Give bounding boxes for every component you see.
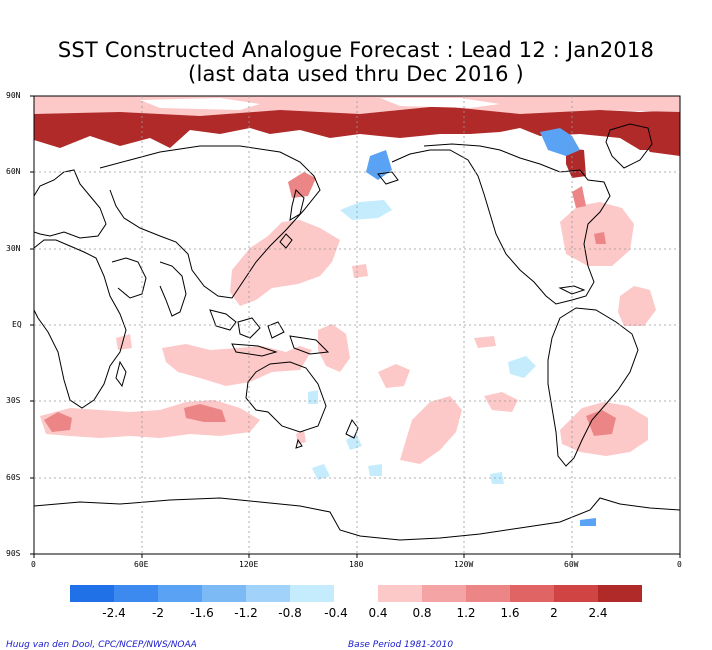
lon-label-120e: 120E — [239, 560, 259, 569]
west-indian-warm-patch — [116, 334, 132, 350]
colorbar-swatch-pos-3 — [510, 585, 554, 602]
polar-neutral-patch — [140, 98, 260, 110]
lat-label-eq: EQ — [12, 320, 22, 329]
colorbar-label-2: 2 — [550, 606, 558, 620]
colorbar-label-neg-0-8: -0.8 — [278, 606, 302, 620]
colorbar-swatch-pos-2 — [466, 585, 510, 602]
south-pacific-warm-patch — [378, 364, 410, 388]
south-pacific-warm-patch-2 — [484, 392, 518, 412]
tropical-atlantic-warm-anomaly — [618, 286, 656, 326]
polar-neutral-patch — [380, 98, 500, 108]
lon-label-60w: 60W — [564, 560, 579, 569]
tasman-cool-patch — [346, 434, 362, 450]
labrador-warm-anomaly — [572, 186, 586, 208]
colorbar — [70, 585, 642, 602]
north-pacific-cool-anomaly — [340, 200, 392, 220]
colorbar-swatch-neg-3 — [202, 585, 246, 602]
map-subtitle: (last data used thru Dec 2016 ) — [188, 62, 524, 86]
lon-label-120w: 120W — [454, 560, 474, 569]
colorbar-swatch-pos-5 — [598, 585, 642, 602]
arctic-warm-anomaly — [34, 104, 680, 155]
colorbar-swatch-neg-2 — [158, 585, 202, 602]
colorbar-label-0-8: 0.8 — [412, 606, 432, 620]
graticule — [34, 96, 680, 554]
lon-label-60e: 60E — [134, 560, 149, 569]
map-title: SST Constructed Analogue Forecast : Lead… — [57, 38, 655, 62]
lat-label-60s: 60S — [6, 473, 21, 482]
colorbar-swatch-neg-1 — [114, 585, 158, 602]
colorbar-swatch-pos-4 — [554, 585, 598, 602]
equatorial-pacific-warm-patch — [474, 336, 496, 348]
west-pacific-warm-anomaly — [230, 220, 340, 306]
australia-cool-patch — [308, 390, 318, 404]
colorbar-label-neg-1-6: -1.6 — [190, 606, 214, 620]
colorbar-label-2-4: 2.4 — [588, 606, 608, 620]
lon-label-0-east: 0 — [677, 560, 682, 569]
arctic-cool-anomaly — [540, 128, 580, 156]
colorbar-label-neg-2-4: -2.4 — [102, 606, 126, 620]
southern-ocean-cool-patch — [312, 464, 330, 480]
southern-indian-warm-core — [44, 412, 72, 432]
indian-ocean-warm-anomaly — [162, 344, 312, 386]
lat-label-90s: 90S — [6, 549, 21, 558]
colorbar-label-neg-1-2: -1.2 — [234, 606, 258, 620]
colorbar-label-1-6: 1.6 — [500, 606, 520, 620]
southern-indian-warm-anomaly — [40, 400, 260, 438]
colorbar-label-1-2: 1.2 — [456, 606, 476, 620]
west-pacific-tropical-warm-patch — [318, 324, 350, 372]
colorbar-swatch-pos-1 — [422, 585, 466, 602]
kuroshio-warm-anomaly — [288, 172, 316, 198]
coastlines — [34, 123, 680, 541]
tick-marks — [30, 95, 681, 558]
colorbar-label-neg-0-4: -0.4 — [324, 606, 348, 620]
lon-label-180: 180 — [349, 560, 364, 569]
lat-label-90n: 90N — [6, 91, 21, 100]
southern-indian-warm-core-2 — [184, 404, 226, 422]
southern-ocean-cool-patch-3 — [490, 472, 504, 484]
colorbar-label-0-4: 0.4 — [368, 606, 388, 620]
south-pacific-warm-anomaly — [400, 396, 462, 464]
lat-label-30s: 30S — [6, 396, 21, 405]
lat-label-30n: 30N — [6, 244, 21, 253]
southern-ocean-cool-patch-2 — [368, 464, 382, 476]
colorbar-swatch-pos-0 — [378, 585, 422, 602]
central-pacific-warm-patch — [352, 264, 368, 278]
colorbar-swatch-neg-5 — [290, 585, 334, 602]
lon-label-0: 0 — [31, 560, 36, 569]
lat-label-60n: 60N — [6, 167, 21, 176]
greenland-sea-warm-anomaly — [640, 112, 680, 156]
weddell-cool-patch — [580, 518, 596, 526]
north-atlantic-warm-core — [594, 232, 606, 244]
author-credit: Huug van den Dool, CPC/NCEP/NWS/NOAA — [6, 640, 197, 650]
colorbar-swatch-neg-0 — [70, 585, 114, 602]
base-period-note: Base Period 1981-2010 — [348, 640, 454, 650]
colorbar-label-neg-2: -2 — [152, 606, 164, 620]
south-atlantic-warm-core — [586, 410, 616, 436]
south-pacific-cool-patch — [508, 356, 536, 378]
colorbar-swatch-neg-4 — [246, 585, 290, 602]
